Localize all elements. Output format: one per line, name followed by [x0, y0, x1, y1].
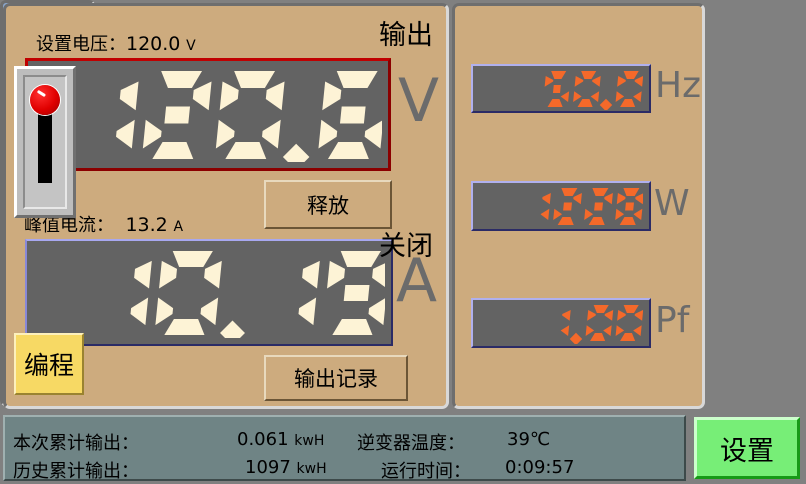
power-factor-display: [471, 298, 651, 348]
power-display: [471, 181, 651, 231]
release-button[interactable]: 释放: [264, 180, 392, 229]
output-state-label: 关闭: [379, 231, 433, 262]
voltage-display: [25, 58, 391, 171]
voltage-segments: [28, 61, 388, 168]
program-button[interactable]: 编程: [14, 333, 84, 395]
output-record-button[interactable]: 输出记录: [264, 355, 408, 401]
status-bar: 本次累计输出： 0.061 kwH 历史累计输出： 1097 kwH 逆变器温度…: [3, 415, 686, 482]
status-temp-label: 逆变器温度：: [357, 433, 465, 454]
output-title-label: 输出: [379, 20, 433, 51]
status-runtime-value: 0:09:57: [505, 457, 575, 478]
set-voltage-label: 设置电压：120.0 V: [36, 33, 196, 55]
power-factor-unit-label: Pf: [655, 300, 690, 341]
switch-lever: [38, 107, 52, 183]
output-toggle-switch[interactable]: [14, 66, 76, 218]
power-segments: [473, 183, 649, 229]
mid-readout-panel: Hz W Pf: [452, 3, 705, 409]
peak-current-label: 峰值电流： 13.2 A: [24, 214, 184, 236]
switch-well: [23, 75, 67, 209]
frequency-segments: [473, 66, 649, 111]
frequency-display: [471, 64, 651, 113]
status-row-2-label: 历史累计输出：: [13, 461, 139, 482]
status-row-1-value: 0.061 kwH: [237, 429, 325, 450]
current-display: [25, 239, 393, 346]
frequency-unit-label: Hz: [655, 65, 701, 106]
switch-knob-icon: [30, 85, 60, 115]
settings-button[interactable]: 设置: [694, 417, 800, 479]
status-temp-value: 39℃: [507, 429, 551, 450]
status-runtime-label: 运行时间：: [381, 461, 471, 482]
power-unit-label: W: [654, 183, 690, 224]
current-unit-label: A: [396, 246, 438, 316]
status-row-1-label: 本次累计输出：: [13, 433, 139, 454]
status-row-2-value: 1097 kwH: [245, 457, 327, 478]
power-factor-segments: [473, 300, 649, 346]
voltage-unit-label: V: [398, 66, 440, 136]
current-segments: [27, 241, 391, 344]
